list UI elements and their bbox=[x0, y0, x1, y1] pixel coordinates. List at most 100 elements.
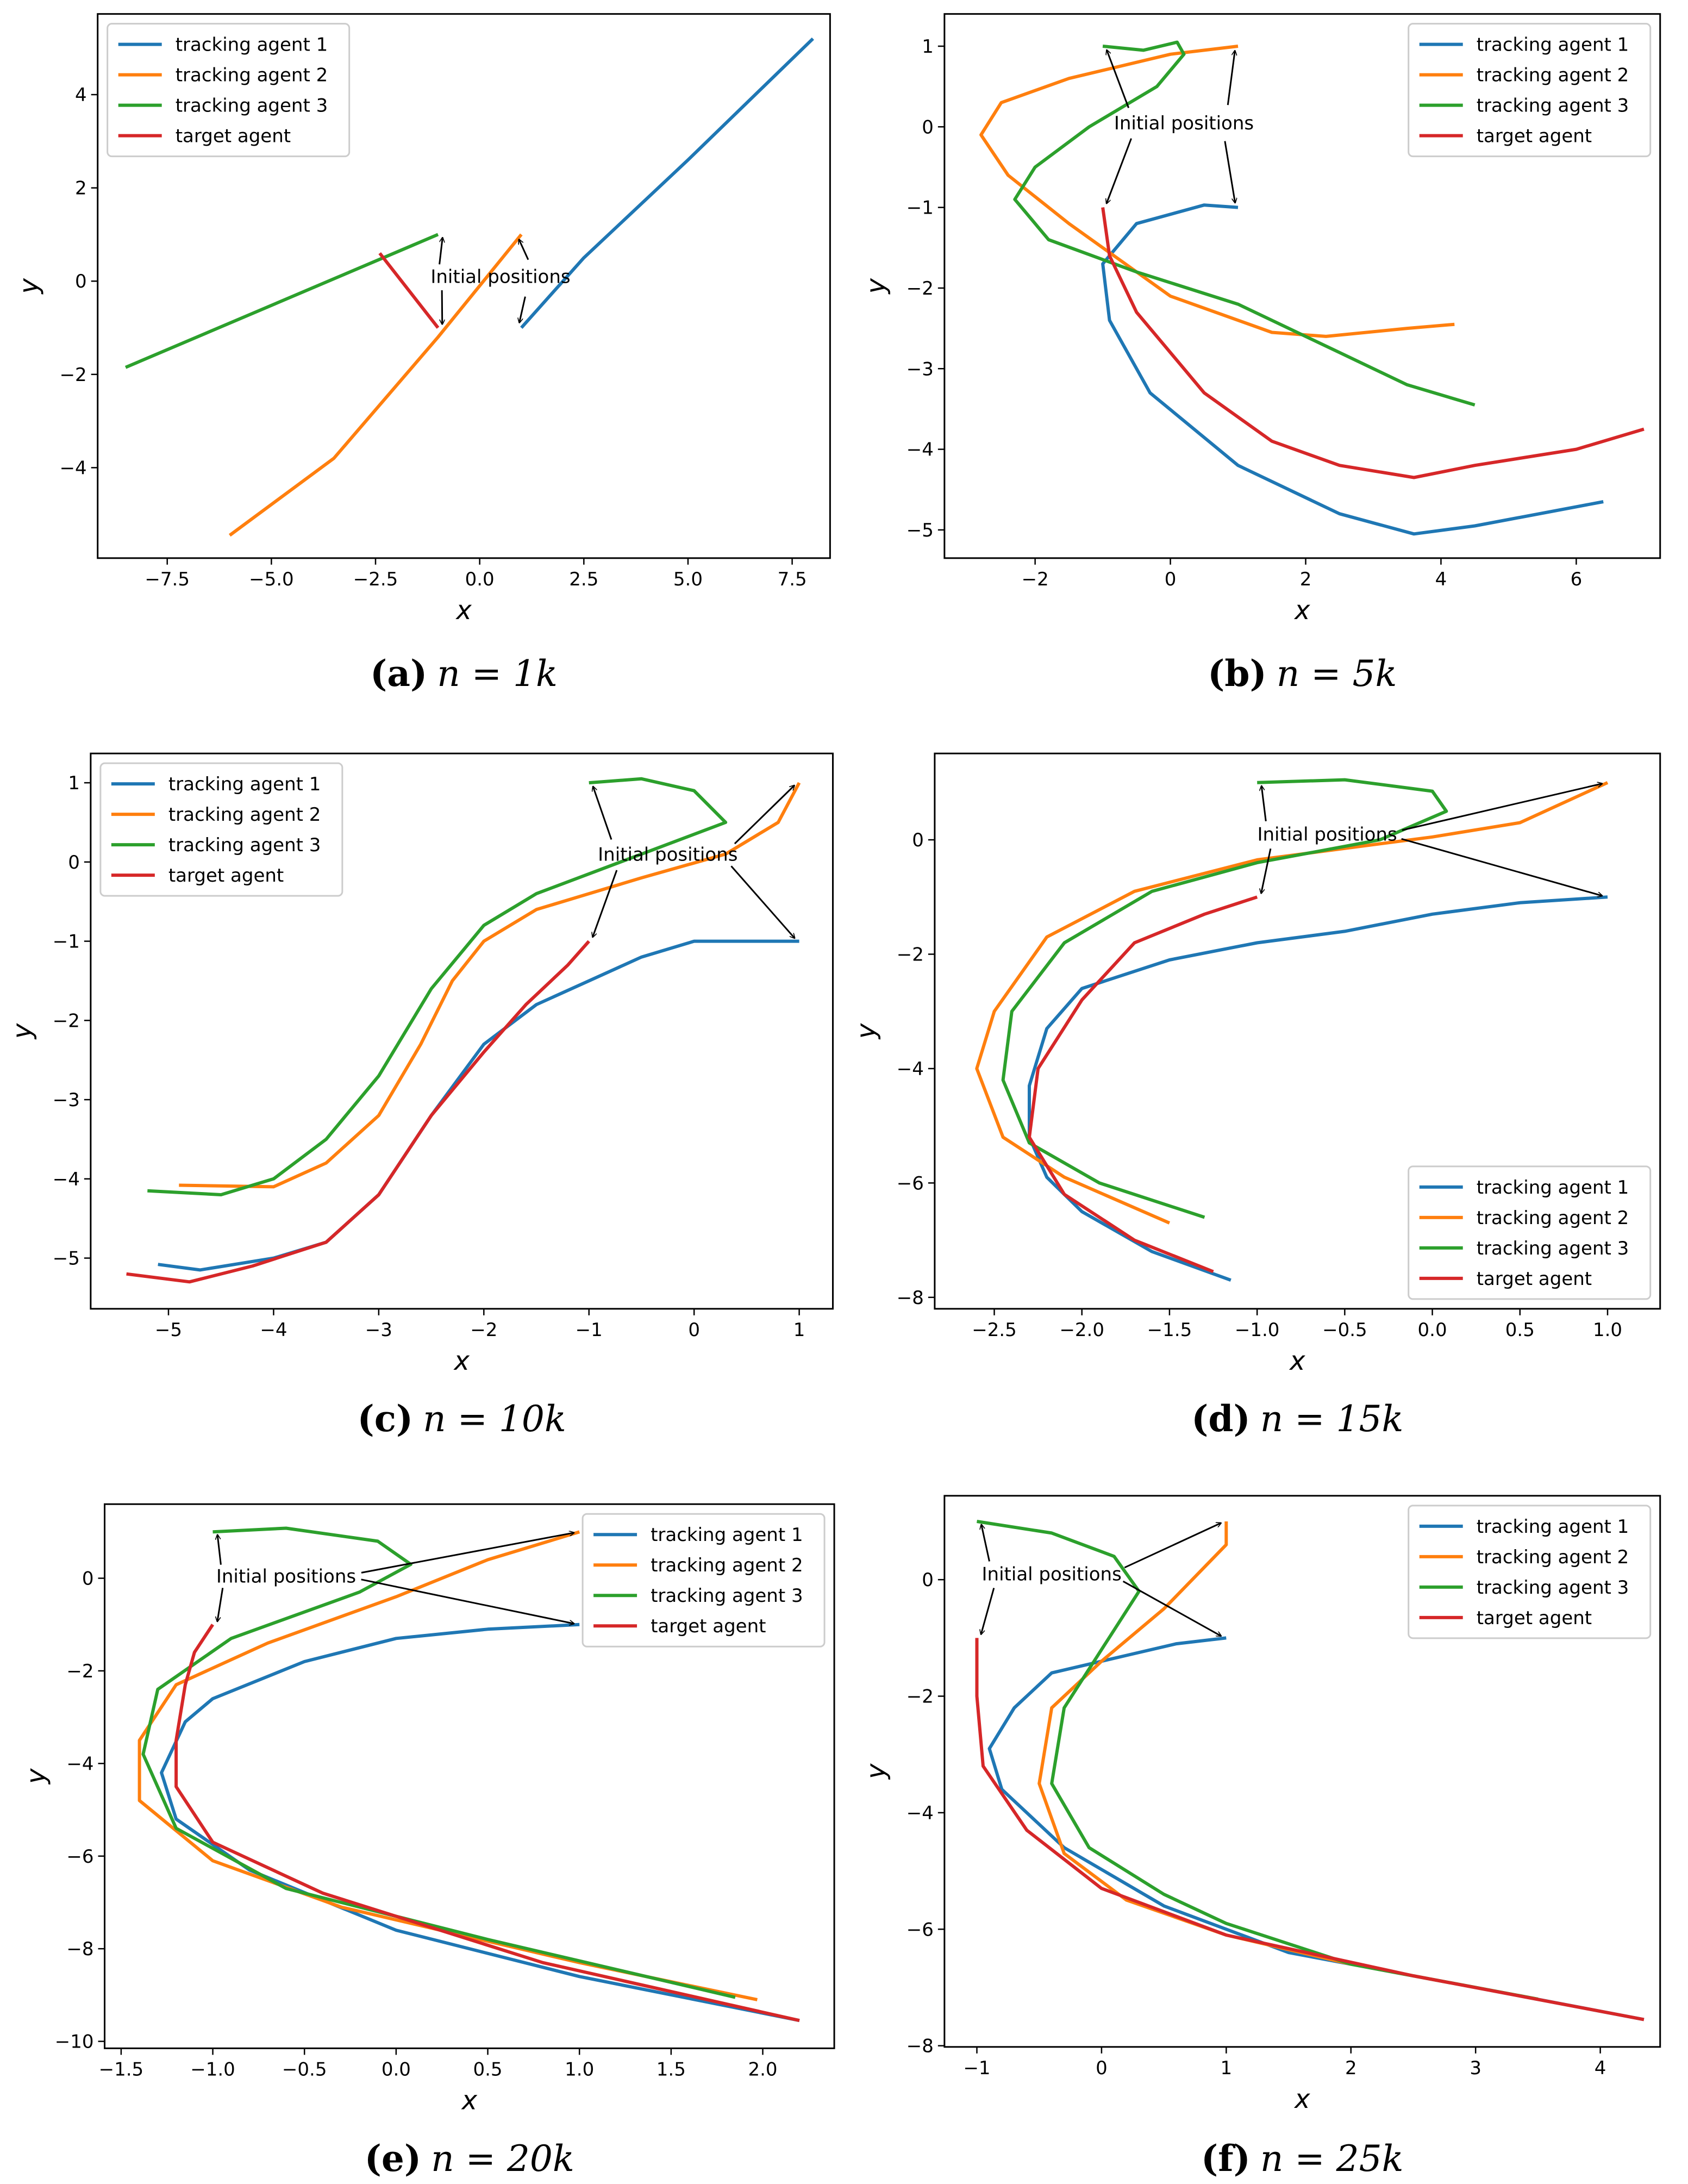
legend: tracking agent 1 tracking agent 2 tracking… bbox=[1408, 1505, 1652, 1639]
annotation-arrow bbox=[592, 870, 618, 937]
annotation-initial-positions: Initial positions bbox=[598, 844, 737, 865]
x-tick-label: −3 bbox=[365, 1319, 392, 1341]
x-tick-label: −2.5 bbox=[353, 569, 398, 590]
x-tick-label: 0 bbox=[1165, 569, 1177, 590]
x-tick-label: −1.0 bbox=[190, 2058, 235, 2080]
x-tick-label: 2 bbox=[1300, 569, 1312, 590]
axes-frame bbox=[943, 13, 1661, 559]
y-tick-label: 0 bbox=[82, 1568, 94, 1590]
legend-entry: target agent bbox=[651, 1615, 766, 1637]
y-tick-label: 0 bbox=[68, 852, 80, 873]
x-tick-label: 4 bbox=[1595, 2057, 1606, 2079]
x-tick-label: 0 bbox=[1096, 2057, 1108, 2079]
y-tick-label: −1 bbox=[906, 197, 934, 219]
legend-entry: tracking agent 1 bbox=[168, 773, 321, 795]
x-tick-label: 0.0 bbox=[382, 2058, 411, 2080]
caption-text: n = 10k bbox=[423, 1398, 566, 1440]
series-line-tracking-agent-3 bbox=[147, 777, 728, 1196]
annotation-arrow bbox=[1402, 784, 1602, 831]
x-tick-label: −4 bbox=[260, 1319, 287, 1341]
x-tick-label: 6 bbox=[1571, 569, 1583, 590]
y-tick-label: −4 bbox=[897, 1058, 924, 1080]
x-tick-label: −1 bbox=[576, 1319, 603, 1341]
subfigure-caption: (d) n = 15k bbox=[1191, 1397, 1403, 1440]
x-axis-label: x bbox=[1293, 595, 1310, 626]
annotation-arrow bbox=[1106, 138, 1132, 204]
x-tick-label: −2.5 bbox=[972, 1319, 1017, 1341]
y-axis-label: y bbox=[861, 1763, 891, 1780]
x-tick-label: 1.0 bbox=[565, 2058, 594, 2080]
y-tick-label: 2 bbox=[75, 178, 87, 199]
y-tick-label: −8 bbox=[66, 1938, 93, 1960]
legend-entry: tracking agent 1 bbox=[1477, 1516, 1629, 1538]
legend-box bbox=[99, 762, 343, 897]
series-line-tracking-agent-3 bbox=[1013, 40, 1476, 407]
series-line-tracking-agent-1 bbox=[158, 939, 799, 1272]
y-tick-label: 0 bbox=[912, 829, 924, 851]
x-tick-label: 1 bbox=[793, 1319, 805, 1341]
legend-entry: tracking agent 2 bbox=[651, 1555, 803, 1576]
series-line-tracking-agent-2 bbox=[179, 782, 801, 1189]
x-tick-label: −1.5 bbox=[1147, 1319, 1192, 1341]
caption-label: (b) bbox=[1208, 652, 1267, 695]
annotation-arrow bbox=[1124, 1523, 1221, 1569]
y-tick-label: −6 bbox=[906, 1919, 934, 1940]
caption-label: (d) bbox=[1191, 1397, 1251, 1440]
legend-entry: tracking agent 1 bbox=[651, 1524, 803, 1546]
caption-text: n = 1k bbox=[437, 653, 558, 695]
x-tick-label: 3 bbox=[1470, 2057, 1481, 2079]
legend-entry: tracking agent 3 bbox=[168, 834, 321, 856]
x-tick-label: 0.0 bbox=[1418, 1319, 1447, 1341]
caption-text: n = 20k bbox=[431, 2138, 574, 2180]
y-tick-label: −4 bbox=[53, 1169, 80, 1190]
series-line-target-agent bbox=[975, 1638, 1645, 2021]
y-tick-label: −3 bbox=[906, 358, 934, 380]
y-tick-label: 1 bbox=[68, 772, 80, 794]
subplot-e: −1.5 −1.0 −0.5 0.0 0.5 1.0 1.5 2.0 −10 −8 −6 −4 −2 0 x… bbox=[21, 1503, 835, 2180]
legend-entry: tracking agent 2 bbox=[168, 804, 321, 826]
annotation-arrow bbox=[217, 1588, 224, 1621]
subplot-d: −2.5 −2.0 −1.5 −1.0 −0.5 0.0 0.5 1.0 −8 −6 −4 −2 0 x y… bbox=[851, 752, 1661, 1440]
legend: tracking agent 1 tracking agent 2 tracking… bbox=[1408, 1165, 1652, 1300]
annotation-arrow bbox=[439, 238, 443, 265]
y-tick-label: −2 bbox=[906, 1686, 934, 1708]
legend-box bbox=[582, 1513, 826, 1648]
annotation-arrow bbox=[520, 296, 526, 323]
x-tick-label: −5.0 bbox=[249, 569, 294, 590]
axes-frame bbox=[90, 752, 834, 1310]
y-axis-label: y bbox=[21, 1768, 52, 1785]
y-axis-label: y bbox=[7, 1023, 37, 1040]
caption-text: n = 15k bbox=[1260, 1398, 1404, 1440]
legend-entry: tracking agent 3 bbox=[651, 1585, 803, 1607]
x-axis-label: x bbox=[453, 1346, 470, 1376]
annotation-arrow bbox=[361, 1533, 574, 1574]
annotation-arrow bbox=[1224, 141, 1235, 203]
y-tick-label: −5 bbox=[906, 520, 934, 541]
series-line-tracking-agent-1 bbox=[1101, 203, 1604, 536]
series-line-tracking-agent-3 bbox=[1001, 778, 1448, 1219]
series-line-tracking-agent-3 bbox=[141, 1526, 736, 1999]
annotation-arrow bbox=[519, 239, 529, 260]
subfigure-caption: (f) n = 25k bbox=[1201, 2137, 1404, 2180]
y-axis-label: y bbox=[851, 1023, 881, 1040]
x-tick-label: 0.0 bbox=[465, 569, 495, 590]
subplot-c: −5 −4 −3 −2 −1 0 1 −5 −4 −3 −2 −1 0 1 x y Initial positi… bbox=[7, 752, 834, 1440]
legend-entry: tracking agent 2 bbox=[1477, 1207, 1629, 1229]
y-tick-label: 0 bbox=[922, 1569, 934, 1591]
annotation-arrow bbox=[1122, 1580, 1221, 1636]
x-tick-label: 1 bbox=[1221, 2057, 1233, 2079]
x-tick-label: −0.5 bbox=[1322, 1319, 1367, 1341]
annotation-arrow bbox=[734, 785, 795, 845]
legend-box bbox=[1408, 1165, 1652, 1300]
legend-box bbox=[107, 23, 351, 158]
subfigure-caption: (c) n = 10k bbox=[357, 1397, 566, 1440]
series-line-tracking-agent-2 bbox=[228, 233, 523, 537]
legend: tracking agent 1 tracking agent 2 tracking… bbox=[582, 1513, 826, 1648]
x-tick-label: −2 bbox=[470, 1319, 497, 1341]
y-tick-label: −2 bbox=[66, 1661, 93, 1682]
legend-entry: target agent bbox=[176, 126, 291, 147]
y-axis-label: y bbox=[14, 278, 45, 295]
legend-entry: tracking agent 1 bbox=[1477, 34, 1629, 56]
subplot-a: −7.5 −5.0 −2.5 0.0 2.5 5.0 7.5 −4 −2 0 2 4 x y Initial… bbox=[14, 13, 831, 695]
